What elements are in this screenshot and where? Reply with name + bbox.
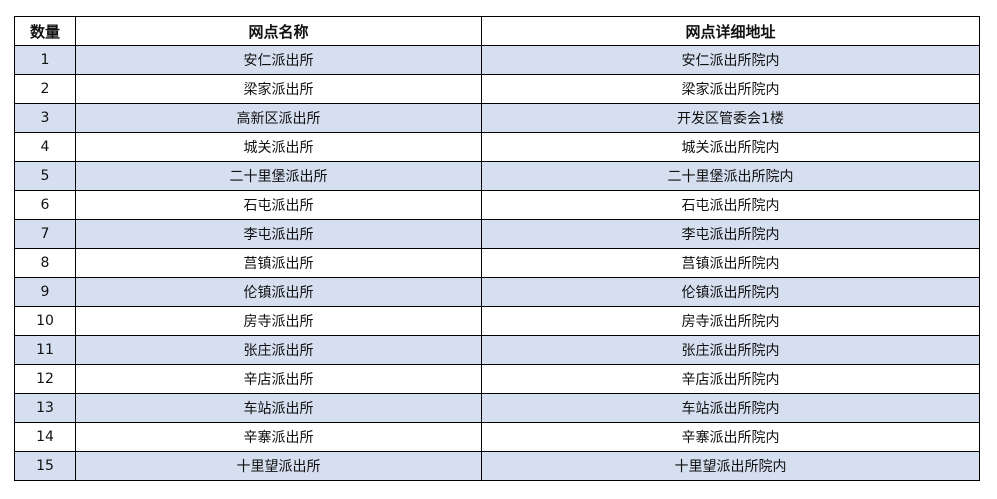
- table-row: 4 城关派出所 城关派出所院内: [14, 132, 980, 162]
- table-row: 12 辛店派出所 辛店派出所院内: [14, 364, 980, 394]
- cell-address: 梁家派出所院内: [481, 74, 980, 104]
- cell-station-name: 城关派出所: [75, 132, 482, 162]
- cell-station-name: 李屯派出所: [75, 219, 482, 249]
- header-station-name: 网点名称: [75, 16, 482, 46]
- cell-station-name: 石屯派出所: [75, 190, 482, 220]
- cell-address: 莒镇派出所院内: [481, 248, 980, 278]
- table-row: 13 车站派出所 车站派出所院内: [14, 393, 980, 423]
- cell-number: 12: [14, 364, 76, 394]
- cell-address: 李屯派出所院内: [481, 219, 980, 249]
- cell-station-name: 房寺派出所: [75, 306, 482, 336]
- cell-number: 14: [14, 422, 76, 452]
- cell-address: 开发区管委会1楼: [481, 103, 980, 133]
- cell-address: 二十里堡派出所院内: [481, 161, 980, 191]
- table-row: 2 梁家派出所 梁家派出所院内: [14, 74, 980, 104]
- cell-number: 5: [14, 161, 76, 191]
- cell-number: 10: [14, 306, 76, 336]
- table-row: 1 安仁派出所 安仁派出所院内: [14, 45, 980, 75]
- cell-station-name: 张庄派出所: [75, 335, 482, 365]
- cell-station-name: 伦镇派出所: [75, 277, 482, 307]
- cell-station-name: 梁家派出所: [75, 74, 482, 104]
- cell-number: 11: [14, 335, 76, 365]
- table-row: 11 张庄派出所 张庄派出所院内: [14, 335, 980, 365]
- cell-number: 7: [14, 219, 76, 249]
- cell-station-name: 车站派出所: [75, 393, 482, 423]
- cell-number: 2: [14, 74, 76, 104]
- table-row: 8 莒镇派出所 莒镇派出所院内: [14, 248, 980, 278]
- table-body: 1 安仁派出所 安仁派出所院内 2 梁家派出所 梁家派出所院内 3 高新区派出所 开发区管委会1…: [14, 45, 980, 481]
- cell-address: 车站派出所院内: [481, 393, 980, 423]
- cell-station-name: 安仁派出所: [75, 45, 482, 75]
- cell-number: 3: [14, 103, 76, 133]
- table-row: 14 辛寨派出所 辛寨派出所院内: [14, 422, 980, 452]
- cell-address: 伦镇派出所院内: [481, 277, 980, 307]
- cell-address: 城关派出所院内: [481, 132, 980, 162]
- cell-address: 房寺派出所院内: [481, 306, 980, 336]
- cell-address: 辛寨派出所院内: [481, 422, 980, 452]
- cell-station-name: 高新区派出所: [75, 103, 482, 133]
- cell-number: 9: [14, 277, 76, 307]
- cell-number: 1: [14, 45, 76, 75]
- cell-address: 安仁派出所院内: [481, 45, 980, 75]
- cell-number: 15: [14, 451, 76, 481]
- table-row: 7 李屯派出所 李屯派出所院内: [14, 219, 980, 249]
- table-row: 6 石屯派出所 石屯派出所院内: [14, 190, 980, 220]
- cell-station-name: 辛店派出所: [75, 364, 482, 394]
- cell-number: 4: [14, 132, 76, 162]
- cell-address: 辛店派出所院内: [481, 364, 980, 394]
- cell-station-name: 辛寨派出所: [75, 422, 482, 452]
- header-row: 数量 网点名称 网点详细地址: [14, 16, 980, 46]
- cell-address: 张庄派出所院内: [481, 335, 980, 365]
- cell-number: 8: [14, 248, 76, 278]
- table-row: 15 十里望派出所 十里望派出所院内: [14, 451, 980, 481]
- table-row: 10 房寺派出所 房寺派出所院内: [14, 306, 980, 336]
- table-row: 3 高新区派出所 开发区管委会1楼: [14, 103, 980, 133]
- cell-station-name: 莒镇派出所: [75, 248, 482, 278]
- table-row: 5 二十里堡派出所 二十里堡派出所院内: [14, 161, 980, 191]
- cell-station-name: 十里望派出所: [75, 451, 482, 481]
- cell-address: 十里望派出所院内: [481, 451, 980, 481]
- header-count: 数量: [14, 16, 76, 46]
- cell-address: 石屯派出所院内: [481, 190, 980, 220]
- header-address: 网点详细地址: [481, 16, 980, 46]
- table-row: 9 伦镇派出所 伦镇派出所院内: [14, 277, 980, 307]
- police-station-table: 数量 网点名称 网点详细地址 1 安仁派出所 安仁派出所院内 2 梁家派出所 梁家派出所院…: [14, 16, 980, 481]
- cell-number: 6: [14, 190, 76, 220]
- cell-station-name: 二十里堡派出所: [75, 161, 482, 191]
- cell-number: 13: [14, 393, 76, 423]
